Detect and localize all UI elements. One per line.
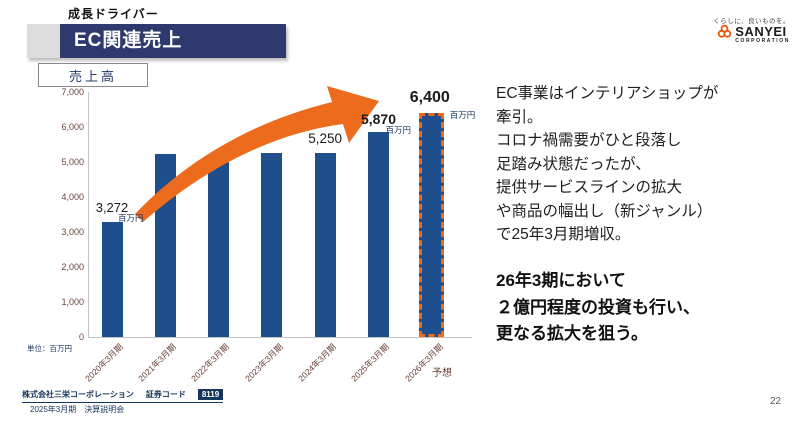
bar-value-label: 6,400 [409, 89, 450, 106]
highlight-text: 26年3期において ２億円程度の投資も行い、 更なる拡大を狙う。 [496, 271, 700, 343]
y-axis-line [88, 92, 89, 337]
y-tick-label: 2,000 [61, 261, 84, 272]
y-tick-label: 4,000 [61, 191, 84, 202]
y-tick-label: 7,000 [61, 86, 84, 97]
bar-value-unit: 百万円 [385, 124, 412, 135]
x-axis-label: 2020年3月期 [82, 341, 125, 384]
logo-subname: CORPORATION [735, 37, 790, 44]
bar-value-unit: 百万円 [118, 213, 144, 224]
bar [208, 155, 230, 337]
logo-tagline: くらしに、良いものを。 [713, 18, 790, 25]
bar-value-label: 5,870 [360, 110, 397, 127]
x-axis-label: 2023年3月期 [242, 341, 285, 384]
y-tick-label: 5,000 [61, 156, 84, 167]
y-tick-label: 1,000 [61, 296, 84, 307]
footer-code-label: 証券コード [145, 390, 186, 399]
bar-value-unit: 百万円 [449, 110, 476, 120]
unit-note: 単位：百万円 [27, 344, 72, 353]
logo-name: SANYEI [735, 23, 787, 39]
chart-title-badge: 売上高 [38, 63, 148, 87]
footer-company: 株式会社三栄コーポレーション [22, 390, 134, 399]
footer-company-line: 株式会社三栄コーポレーション 証券コード 8119 [22, 389, 224, 403]
title-accent-block [27, 24, 60, 58]
bar-value-label: 5,250 [308, 131, 343, 147]
y-tick-label: 3,000 [61, 226, 84, 237]
y-tick-label: 6,000 [61, 121, 84, 132]
x-axis-line [88, 337, 472, 338]
sanyei-knot-icon [717, 24, 732, 44]
slide-title: EC関連売上 [60, 24, 286, 58]
stock-code-badge: 8119 [197, 389, 224, 400]
x-axis-label: 2024年3月期 [296, 341, 338, 384]
page-number: 22 [770, 396, 782, 407]
bar [154, 153, 176, 337]
bar [261, 152, 283, 337]
company-logo: SANYEI CORPORATION [717, 24, 790, 44]
bar-value-label: 3,272 [95, 200, 129, 216]
bar-forecast [419, 113, 445, 337]
bar [101, 222, 123, 337]
forecast-note: 予想 [432, 368, 452, 379]
x-axis-label: 2025年3月期 [349, 341, 392, 384]
section-kicker: 成長ドライバー [68, 7, 159, 21]
commentary-text: EC事業はインテリアショップが 牽引。 コロナ禍需要がひと段落し 足踏み状態だっ… [496, 85, 719, 243]
footer-meeting: 2025年3月期 決算説明会 [30, 405, 125, 414]
bar [368, 131, 389, 337]
y-tick-label: 0 [78, 331, 84, 342]
bar [314, 153, 336, 337]
x-axis-label: 2022年3月期 [189, 341, 232, 384]
x-axis-label: 2021年3月期 [136, 341, 179, 384]
